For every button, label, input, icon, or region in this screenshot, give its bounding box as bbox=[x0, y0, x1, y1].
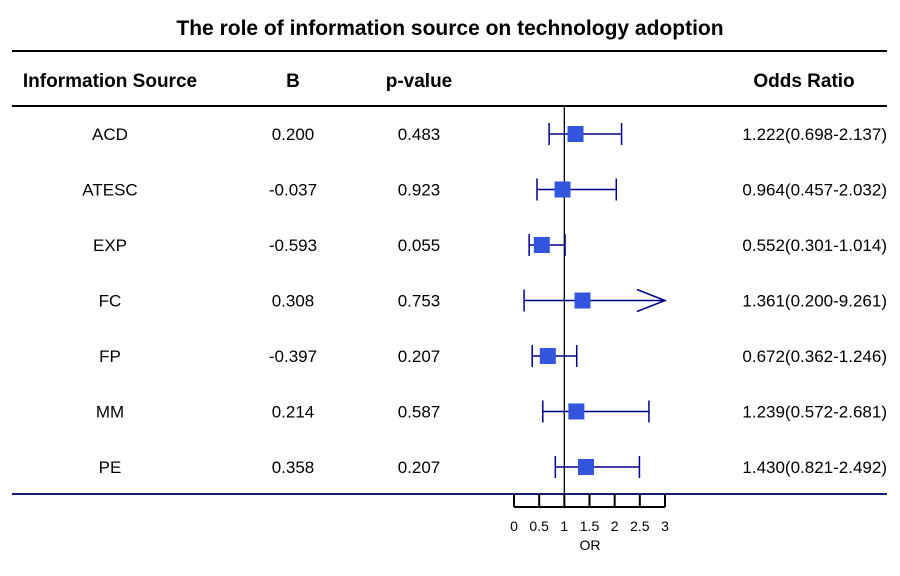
row-p-value: 0.207 bbox=[398, 347, 441, 366]
header-odds-ratio: Odds Ratio bbox=[753, 71, 854, 92]
header-b: B bbox=[286, 71, 300, 92]
row-b: -0.593 bbox=[269, 236, 317, 255]
x-tick-label: 1 bbox=[560, 518, 568, 534]
row-odds-ratio: 0.964(0.457-2.032) bbox=[742, 181, 887, 200]
row-odds-ratio: 1.430(0.821-2.492) bbox=[742, 458, 887, 477]
row-p-value: 0.753 bbox=[398, 292, 441, 311]
x-axis-label: OR bbox=[580, 537, 601, 553]
x-axis: 0 0.5 1 1.5 2 2.5 3 bbox=[510, 494, 669, 534]
or-marker bbox=[567, 126, 584, 142]
x-tick-label: 2 bbox=[611, 518, 619, 534]
row-label: PE bbox=[99, 458, 122, 477]
or-marker bbox=[533, 237, 550, 253]
row-p-value: 0.055 bbox=[398, 236, 441, 255]
or-marker bbox=[568, 403, 585, 420]
or-marker bbox=[577, 459, 594, 475]
or-marker bbox=[554, 181, 571, 198]
row-b: 0.308 bbox=[272, 292, 315, 311]
row-label: ACD bbox=[92, 125, 128, 144]
table-rows: ACD 0.200 0.483 1.222(0.698-2.137) ATESC -0.0… bbox=[82, 125, 887, 477]
header-p-value: p-value bbox=[386, 71, 453, 92]
row-label: MM bbox=[96, 403, 124, 422]
chart-title: The role of information source on techno… bbox=[176, 17, 723, 40]
row-odds-ratio: 0.672(0.362-1.246) bbox=[742, 347, 887, 366]
row-b: 0.358 bbox=[272, 458, 315, 477]
row-label: FC bbox=[99, 292, 122, 311]
row-p-value: 0.483 bbox=[398, 125, 441, 144]
row-label: FP bbox=[99, 347, 121, 366]
header-information-source: Information Source bbox=[23, 71, 197, 92]
row-p-value: 0.587 bbox=[398, 403, 441, 422]
ci-arrow bbox=[636, 288, 668, 313]
row-b: 0.200 bbox=[272, 125, 315, 144]
row-odds-ratio: 1.222(0.698-2.137) bbox=[742, 125, 887, 144]
row-odds-ratio: 0.552(0.301-1.014) bbox=[742, 236, 887, 255]
or-marker bbox=[574, 292, 591, 309]
x-tick-label: 0.5 bbox=[529, 518, 549, 534]
row-label: ATESC bbox=[82, 181, 137, 200]
row-p-value: 0.923 bbox=[398, 181, 441, 200]
row-b: -0.037 bbox=[269, 181, 317, 200]
x-tick-label: 3 bbox=[661, 518, 669, 534]
plot-area bbox=[523, 106, 668, 494]
x-tick-label: 0 bbox=[510, 518, 518, 534]
or-marker bbox=[539, 348, 556, 364]
x-tick-label: 2.5 bbox=[630, 518, 650, 534]
row-p-value: 0.207 bbox=[398, 458, 441, 477]
row-odds-ratio: 1.361(0.200-9.261) bbox=[742, 292, 887, 311]
x-tick-label: 1.5 bbox=[580, 518, 600, 534]
row-odds-ratio: 1.239(0.572-2.681) bbox=[742, 403, 887, 422]
row-b: -0.397 bbox=[269, 347, 317, 366]
row-b: 0.214 bbox=[272, 403, 315, 422]
row-label: EXP bbox=[93, 236, 127, 255]
